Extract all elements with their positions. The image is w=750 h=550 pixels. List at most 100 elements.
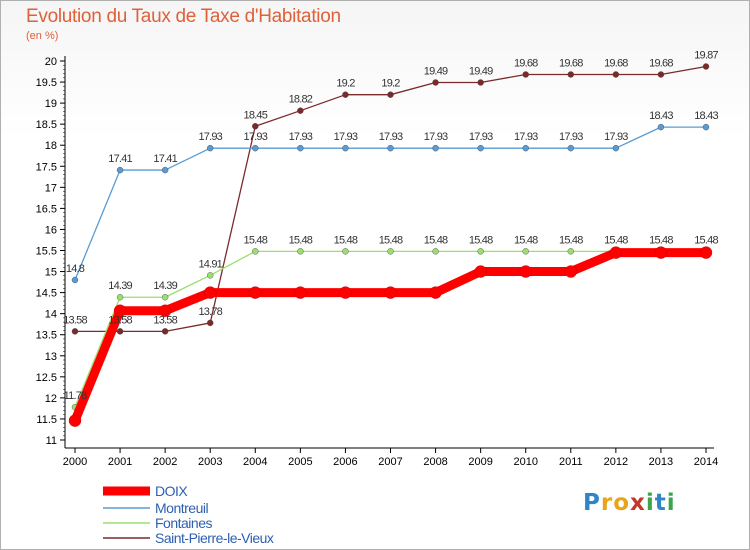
series-point-0 [654,246,668,259]
y-tick-label: 13.5 [36,330,57,342]
data-label: 15.48 [379,234,403,246]
y-tick-label: 13 [45,351,57,363]
y-tick-label: 16.5 [36,203,57,215]
series-point-1 [342,144,349,152]
series-point-3 [522,71,529,78]
series-point-1 [207,144,214,152]
series-point-0 [158,304,172,317]
x-tick-label: 2013 [649,456,673,468]
x-tick-label: 2011 [559,456,583,468]
legend-label-3: Saint-Pierre-le-Vieux [155,530,274,546]
series-point-1 [567,144,574,152]
y-tick-label: 17.5 [36,161,57,173]
series-point-0 [474,265,487,278]
unit-label: (en %) [26,30,59,42]
series-point-0 [339,286,352,299]
series-point-1 [702,123,710,131]
data-label: 17.93 [424,131,448,143]
y-tick-label: 20 [45,56,57,68]
series-point-2 [297,248,304,255]
data-label: 15.48 [289,234,313,246]
data-label: 17.93 [604,131,628,143]
series-point-0 [113,304,127,317]
data-label: 17.41 [153,153,177,165]
data-label: 17.93 [379,131,403,143]
series-point-0 [204,286,217,299]
data-label: 15.48 [514,234,538,246]
data-label: 17.93 [559,131,583,143]
logo-letter: i [645,490,655,516]
data-labels: 14.8 17.41 17.41 17.93 17.93 17.93 17.93 17.93 1… [63,49,719,402]
data-label: 19.49 [424,65,448,77]
axes: 11 11.5 12 12.5 13 13.5 14 14.5 15 15.5 16 16.5 17 17… [36,56,718,468]
x-tick-label: 2014 [694,456,718,468]
proxiti-logo: Proxiti [583,490,676,516]
series-point-3 [71,328,79,335]
series-point-1 [432,144,439,152]
data-label: 19.68 [559,57,583,69]
data-label: 13.78 [198,306,222,318]
data-label: 15.48 [694,234,718,246]
data-label: 15.48 [649,234,673,246]
series-line-2 [74,250,706,408]
series-point-3 [297,107,304,114]
x-tick-label: 2006 [333,456,357,468]
series-point-0 [564,265,577,278]
y-tick-label: 18 [45,140,57,152]
series-point-1 [297,144,304,152]
legend-label-2: Fontaines [155,515,212,531]
y-tick-label: 17 [45,182,57,194]
data-label: 15.48 [334,234,358,246]
series-point-3 [387,91,394,98]
y-tick-label: 11 [46,435,57,447]
data-label: 19.68 [649,57,673,69]
legend-label-0: DOIX [155,483,188,499]
chart-title: Evolution du Taux de Taxe d'Habitation [26,6,341,27]
x-tick-label: 2002 [153,456,177,468]
series-point-0 [294,286,307,299]
data-label: 19.68 [514,57,538,69]
data-label: 13.58 [63,314,87,326]
data-label: 15.48 [244,234,268,246]
data-label: 15.48 [469,234,493,246]
series-point-2 [252,248,259,255]
logo-letter: t [654,490,667,516]
series-point-0 [429,286,442,299]
data-label: 19.68 [604,57,628,69]
logo-letter: P [583,490,601,516]
y-tick-label: 12.5 [36,372,57,384]
data-label: 14.91 [198,258,222,270]
data-label: 19.2 [336,78,355,90]
series-point-3 [252,123,259,130]
x-tick-label: 2001 [108,456,132,468]
data-label: 18.82 [289,94,313,106]
series-point-3 [612,71,620,78]
series-point-3 [342,91,349,98]
logo-letter: r [600,490,614,516]
series-point-3 [702,63,710,70]
x-tick-label: 2005 [288,456,312,468]
series-point-0 [68,414,82,427]
series-point-0 [384,286,397,299]
x-tick-label: 2000 [63,456,87,468]
series-point-1 [161,166,169,174]
y-tick-label: 19.5 [36,77,57,89]
data-label: 14.39 [153,280,177,292]
series-point-2 [522,248,529,255]
x-tick-label: 2004 [243,456,267,468]
series-line-0 [70,248,706,423]
data-label: 19.49 [469,65,493,77]
legend-label-1: Montreuil [155,500,208,516]
series-point-2 [116,294,124,301]
data-label: 17.93 [198,131,222,143]
series-point-3 [567,71,574,78]
y-tick-label: 12 [45,393,57,405]
data-label: 18.43 [649,110,673,122]
series-point-2 [477,248,484,255]
series-point-0 [519,265,532,278]
data-label: 15.48 [424,234,448,246]
data-label: 13.58 [108,314,132,326]
data-label: 14.8 [66,263,85,275]
series-point-2 [342,248,349,255]
series-point-3 [161,328,169,335]
